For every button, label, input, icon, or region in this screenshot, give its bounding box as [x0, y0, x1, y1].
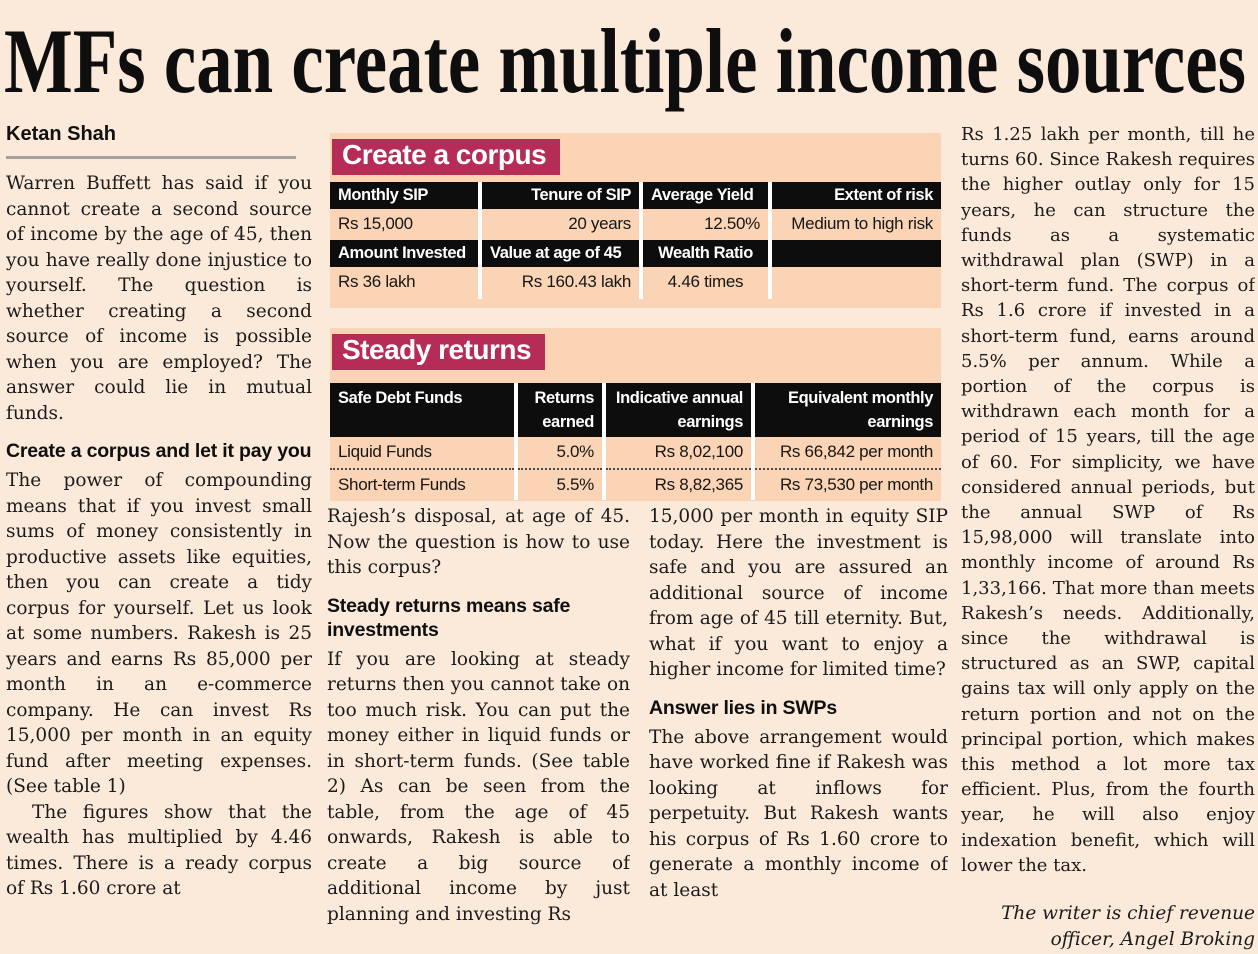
- headline-text: MFs can create multiple income sources: [4, 10, 1246, 112]
- table1-header: Tenure of SIP: [482, 182, 639, 209]
- headline-svg: MFs can create multiple income sources: [4, 10, 1246, 112]
- table-steady-returns: Steady returns Safe Debt Funds Returns e…: [330, 328, 941, 501]
- table1-title: Create a corpus: [332, 139, 561, 175]
- table2-cell: Rs 8,02,100: [606, 437, 751, 468]
- table1-header: Average Yield: [643, 182, 768, 209]
- table1-cell: 12.50%: [643, 209, 768, 240]
- col1-paragraph-1: Warren Buffett has said if you cannot cr…: [6, 173, 312, 424]
- table2-cell: 5.0%: [518, 437, 602, 468]
- column-3: 15,000 per month in equity SIP today. He…: [649, 504, 948, 954]
- table1-header: Value at age of 45: [482, 240, 639, 267]
- col1-subhead: Create a corpus and let it pay you: [6, 440, 312, 462]
- table2-header: Safe Debt Funds: [330, 383, 514, 437]
- column-2: Rajesh’s disposal, at age of 45. Now the…: [327, 504, 630, 954]
- table2-cell: Rs 66,842 per month: [755, 437, 941, 468]
- col1-paragraph-2: The power of compounding means that if y…: [6, 470, 312, 797]
- col4-paragraph-1: Rs 1.25 lakh per month, till he turns 60…: [961, 124, 1255, 876]
- col2-subhead: Steady returns means safe investments: [327, 594, 571, 641]
- col1-paragraph-3: The figures show that the wealth has mul…: [6, 801, 312, 900]
- col3-subhead: Answer lies in SWPs: [649, 696, 838, 719]
- byline-rule: [6, 156, 296, 159]
- table2-header: Equivalent monthly earnings: [755, 383, 941, 437]
- table2-cell: Rs 73,530 per month: [755, 468, 941, 500]
- table2-grid: Safe Debt Funds Returns earned Indicativ…: [330, 383, 941, 500]
- table1-header: Wealth Ratio: [643, 240, 768, 267]
- table2-cell: Liquid Funds: [330, 437, 514, 468]
- col2-paragraph-1: Rajesh’s disposal, at age of 45. Now the…: [327, 506, 630, 578]
- table2-cell: Rs 8,82,365: [606, 468, 751, 500]
- writer-credit: The writer is chief revenue officer, Ang…: [1001, 903, 1255, 950]
- table1-header: Monthly SIP: [330, 182, 478, 209]
- byline: Ketan Shah: [6, 123, 117, 145]
- table1-cell: 20 years: [482, 209, 639, 240]
- table2-header: Returns earned: [518, 383, 602, 437]
- table2-header: Indicative annual earnings: [606, 383, 751, 437]
- table1-header: Extent of risk: [772, 182, 941, 209]
- col2-paragraph-2: If you are looking at steady returns the…: [327, 648, 630, 925]
- table1-grid: Monthly SIP Tenure of SIP Average Yield …: [330, 182, 941, 299]
- table2-cell: 5.5%: [518, 468, 602, 500]
- column-1: Ketan Shah Warren Buffett has said if yo…: [6, 122, 312, 954]
- table-create-a-corpus: Create a corpus Monthly SIP Tenure of SI…: [330, 133, 941, 308]
- column-4: Rs 1.25 lakh per month, till he turns 60…: [961, 122, 1255, 954]
- table1-cell: Rs 160.43 lakh: [482, 267, 639, 299]
- table1-cell: Rs 36 lakh: [330, 267, 478, 299]
- table2-cell: Short-term Funds: [330, 468, 514, 500]
- table1-cell: Medium to high risk: [772, 209, 941, 240]
- table1-cell: Rs 15,000: [330, 209, 478, 240]
- table1-header: Amount Invested: [330, 240, 478, 267]
- table2-title: Steady returns: [332, 334, 546, 370]
- table1-header-empty: [772, 240, 941, 267]
- headline: MFs can create multiple income sources: [4, 6, 1254, 118]
- col3-paragraph-1: 15,000 per month in equity SIP today. He…: [649, 506, 948, 680]
- table1-cell: 4.46 times: [643, 267, 768, 299]
- col3-paragraph-2: The above arrangement would have worked …: [649, 726, 948, 901]
- table1-cell-empty: [772, 267, 941, 299]
